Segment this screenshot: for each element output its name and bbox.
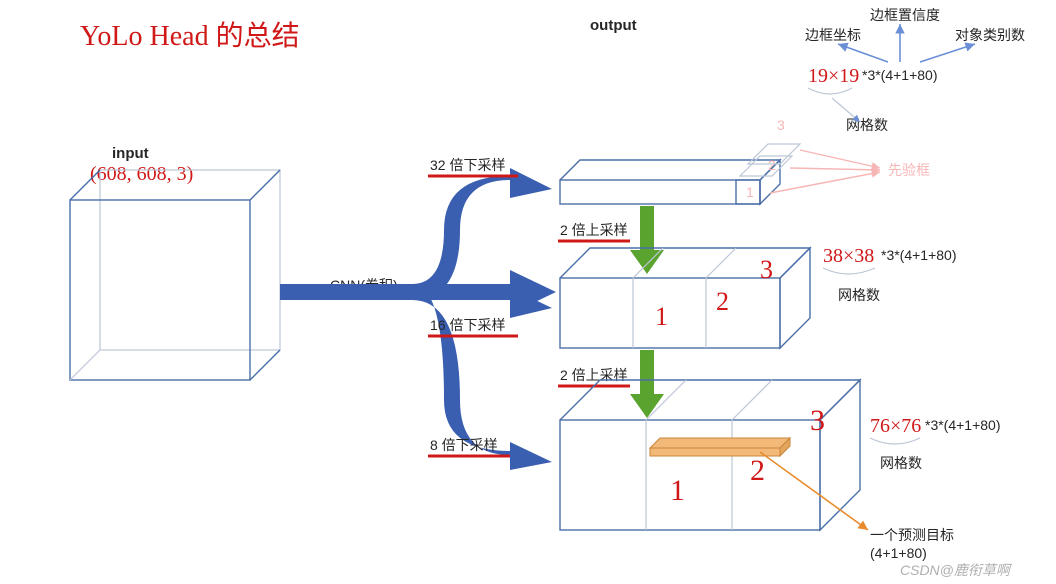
anchor-arrows: 先验框	[770, 150, 930, 193]
input-cube	[70, 170, 280, 380]
out2-gridlabel: 网格数	[838, 287, 880, 303]
legend-top: 边框坐标 边框置信度 对象类别数	[805, 7, 1025, 62]
downsample-8: 8 倍下采样	[430, 437, 498, 453]
s3-n3: 3	[810, 404, 825, 437]
anchor-1-3: 3	[777, 117, 785, 133]
diagram-root: YoLo Head 的总结 input (608, 608, 3) CNN(卷积…	[0, 0, 1056, 584]
s3-n1: 1	[670, 474, 685, 507]
legend-coord: 边框坐标	[805, 27, 861, 43]
downsample-16: 16 倍下采样	[430, 317, 505, 333]
anchor-1-1: 1	[746, 184, 754, 200]
input-dims: (608, 608, 3)	[90, 163, 193, 185]
out1-grid: 19×19	[808, 65, 859, 87]
output-label: output	[590, 17, 637, 34]
orange-stick	[650, 438, 790, 456]
out3-grid: 76×76	[870, 415, 921, 437]
upsample-1: 2 倍上采样	[560, 222, 628, 238]
input-label: input	[112, 145, 149, 162]
out1-gridlabel: 网格数	[846, 117, 888, 133]
out1-formula: *3*(4+1+80)	[862, 67, 938, 83]
pred-line2: (4+1+80)	[870, 545, 927, 561]
out2-formula: *3*(4+1+80)	[881, 247, 957, 263]
scale3-cuboid: 1 2 3	[560, 380, 860, 530]
out3-formula: *3*(4+1+80)	[925, 417, 1001, 433]
legend-conf: 边框置信度	[870, 7, 940, 23]
out2-grid: 38×38	[823, 245, 874, 267]
anchor-1-2: 2	[768, 157, 776, 173]
watermark: CSDN@鹿衔草啊	[900, 562, 1013, 578]
legend-cls: 对象类别数	[955, 27, 1025, 43]
scale2-cuboid: 1 2 3	[560, 248, 810, 348]
s3-n2: 2	[750, 454, 765, 487]
pred-line1: 一个预测目标	[870, 527, 954, 543]
anchor-label: 先验框	[888, 162, 930, 178]
s2-n2: 2	[716, 287, 729, 316]
out3-gridlabel: 网格数	[880, 455, 922, 471]
s2-n3: 3	[760, 255, 773, 284]
output2-text: 38×38 *3*(4+1+80) 网格数	[823, 245, 957, 303]
output1-text: 19×19 *3*(4+1+80) 网格数	[808, 65, 938, 133]
scale1-cuboid: 2 3 1	[560, 117, 800, 204]
orange-callout	[760, 452, 868, 530]
title: YoLo Head 的总结	[80, 20, 300, 52]
downsample-32: 32 倍下采样	[430, 157, 505, 173]
s2-n1: 1	[655, 302, 668, 331]
main-arrows	[280, 168, 556, 470]
output3-text: 76×76 *3*(4+1+80) 网格数	[870, 415, 1001, 471]
